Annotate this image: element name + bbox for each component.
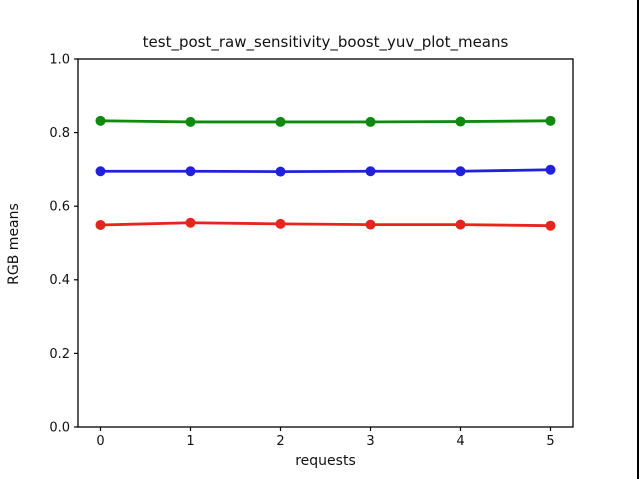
blue-channel-mean-marker [95,166,106,177]
x-tick-label: 3 [366,434,374,449]
y-tick-label: 0.4 [49,273,70,288]
green-channel-mean-marker [275,116,286,127]
y-tick-label: 0.8 [49,126,70,141]
blue-channel-mean-marker [365,166,376,177]
x-tick-label: 4 [456,434,464,449]
x-tick-label: 0 [96,434,104,449]
x-tick-label: 1 [186,434,194,449]
red-channel-mean-marker [455,219,466,230]
y-tick-label: 1.0 [49,52,70,67]
green-channel-mean-line [99,119,552,124]
right-edge-bar [637,0,639,479]
green-channel-mean-marker [455,116,466,127]
green-channel-mean-marker [365,116,376,127]
blue-channel-mean-marker [275,166,286,177]
y-tick-label: 0.2 [49,347,70,362]
x-axis-label: requests [295,453,356,469]
green-channel-mean-marker [185,116,196,127]
y-tick-label: 0.6 [49,200,70,215]
y-tick-label: 0.0 [49,420,70,435]
red-channel-mean-marker [545,220,556,231]
blue-channel-mean-line [99,168,552,174]
green-channel-mean-marker [95,115,106,126]
red-channel-mean-marker [185,217,196,228]
x-tick-label: 5 [546,434,554,449]
green-channel-mean-marker [545,115,556,126]
axes-frame [77,58,574,428]
chart-title: test_post_raw_sensitivity_boost_yuv_plot… [142,33,509,51]
red-channel-mean-marker [365,219,376,230]
red-channel-mean-marker [95,219,106,230]
y-axis-label: RGB means [6,203,22,285]
blue-channel-mean-marker [185,166,196,177]
red-channel-mean-line [99,221,552,228]
x-tick-label: 2 [276,434,284,449]
red-channel-mean-marker [275,218,286,229]
blue-channel-mean-marker [455,166,466,177]
blue-channel-mean-marker [545,164,556,175]
